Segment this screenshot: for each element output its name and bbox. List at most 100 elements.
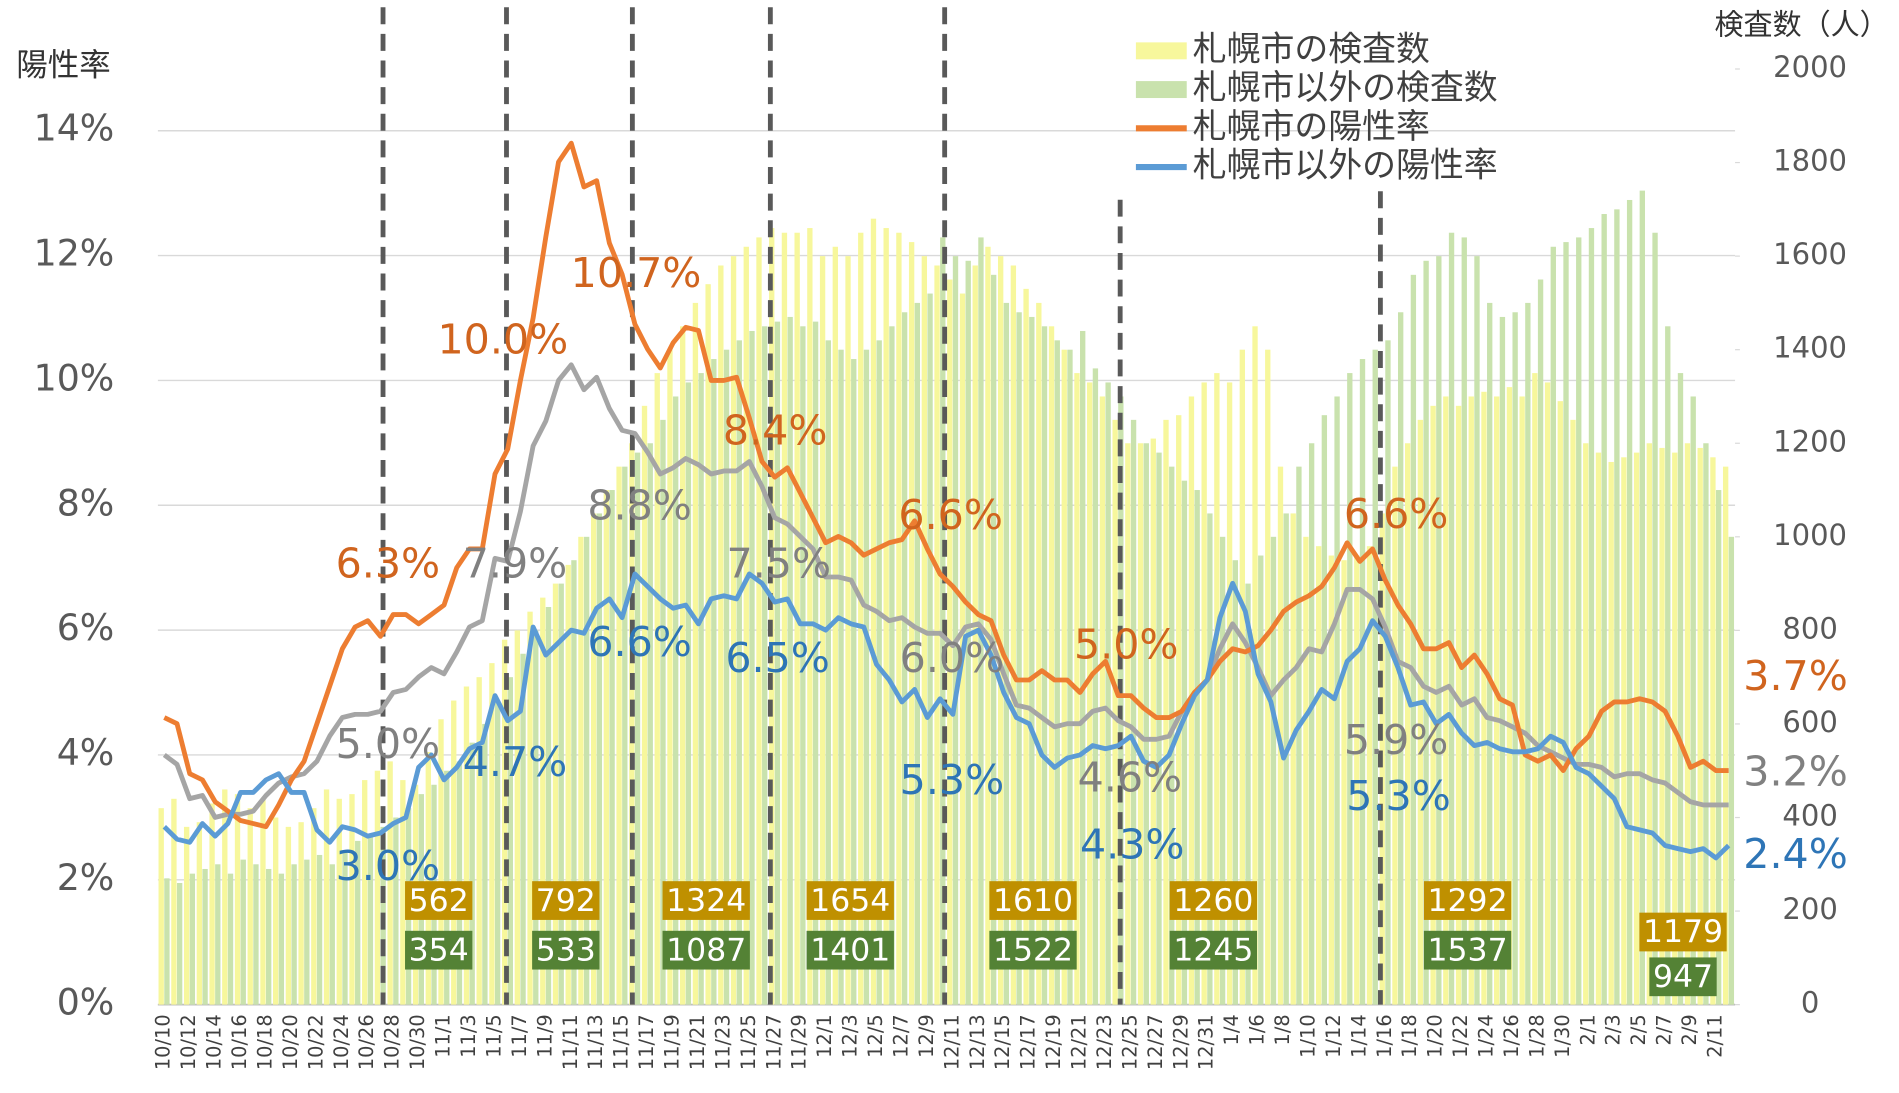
x-tick-label: 12/13	[966, 1014, 989, 1070]
bar	[202, 868, 208, 1005]
bar	[616, 466, 622, 1005]
data-label: 8.8%	[587, 481, 692, 529]
bar	[705, 284, 711, 1005]
weekly-tests-box	[1639, 912, 1727, 952]
bar	[1270, 536, 1277, 1005]
y2-tick-label: 400	[1782, 799, 1837, 833]
legend-label: 札幌市の陽性率	[1193, 107, 1430, 146]
y2-axis-title: 検査数（人）	[1715, 8, 1889, 42]
bar	[927, 293, 933, 1005]
x-tick-label: 1/30	[1551, 1014, 1574, 1057]
x-tick-label: 11/9	[533, 1014, 556, 1057]
bar	[1010, 265, 1017, 1005]
bar	[1710, 457, 1716, 1005]
bar	[1443, 396, 1449, 1005]
bar	[972, 265, 978, 1005]
bar	[1181, 480, 1188, 1005]
x-tick-label: 1/14	[1347, 1014, 1370, 1057]
bar	[1201, 382, 1207, 1005]
bar	[1137, 443, 1144, 1005]
bar	[1041, 326, 1048, 1005]
weekly-tests-label: 1260	[1173, 883, 1253, 919]
bar	[336, 798, 342, 1005]
x-tick-label: 1/22	[1449, 1014, 1472, 1057]
x-tick-label: 12/19	[1042, 1014, 1065, 1070]
x-tick-label: 10/30	[406, 1014, 429, 1070]
y2-tick-label: 0	[1801, 986, 1819, 1020]
bar	[711, 359, 717, 1005]
bar	[634, 452, 641, 1005]
bar	[1366, 546, 1373, 1005]
bar	[914, 302, 921, 1005]
x-tick-label: 2/3	[1602, 1014, 1625, 1045]
bar	[1583, 443, 1589, 1005]
bar	[1494, 396, 1500, 1005]
x-tick-label: 12/7	[889, 1014, 912, 1057]
x-tick-label: 2/7	[1653, 1014, 1676, 1045]
bar	[1621, 457, 1627, 1005]
x-tick-label: 10/26	[355, 1014, 378, 1070]
data-label: 6.0%	[900, 634, 1005, 682]
data-label: 3.2%	[1743, 748, 1848, 796]
bar	[762, 326, 768, 1005]
bar	[985, 246, 991, 1005]
bar	[1112, 419, 1118, 1005]
bar	[374, 770, 381, 1005]
bar	[469, 742, 475, 1005]
bar	[978, 237, 984, 1005]
weekly-tests-label: 1087	[666, 932, 746, 968]
bar	[1398, 312, 1404, 1005]
bar	[1665, 326, 1671, 1005]
bar	[215, 864, 221, 1005]
weekly-tests-box	[1423, 881, 1512, 920]
bar	[1690, 396, 1696, 1005]
bar	[1448, 232, 1455, 1005]
x-tick-label: 10/20	[279, 1014, 302, 1070]
y2-tick-label: 1200	[1773, 424, 1847, 458]
bar	[901, 312, 908, 1005]
legend-label: 札幌市の検査数	[1193, 29, 1430, 68]
bar	[1283, 513, 1289, 1005]
bar	[1354, 555, 1360, 1005]
data-label: 5.9%	[1344, 716, 1449, 764]
bar	[1265, 349, 1271, 1005]
bar	[1417, 419, 1424, 1005]
bar	[1303, 536, 1309, 1005]
y-tick-label: 6%	[57, 606, 115, 649]
bar	[1626, 199, 1633, 1005]
bar	[730, 256, 737, 1005]
bar	[176, 883, 183, 1005]
bar	[234, 794, 241, 1005]
y2-tick-label: 800	[1782, 611, 1837, 645]
data-label: 7.5%	[727, 539, 832, 587]
y-tick-label: 10%	[34, 356, 115, 399]
bar	[1067, 349, 1073, 1005]
weekly-tests-box	[806, 930, 894, 970]
bar	[171, 798, 177, 1005]
weekly-tests-label: 1654	[810, 883, 890, 919]
x-tick-label: 12/15	[991, 1014, 1014, 1070]
x-tick-label: 1/8	[1271, 1014, 1294, 1045]
bar	[1722, 466, 1729, 1005]
data-label: 6.5%	[725, 634, 830, 682]
x-tick-label: 12/31	[1195, 1014, 1218, 1070]
bar	[1659, 447, 1665, 1005]
bar	[1258, 555, 1264, 1005]
line	[162, 571, 1731, 861]
y2-tick-label: 200	[1782, 892, 1837, 926]
bar	[1359, 359, 1366, 1005]
bar	[578, 536, 584, 1005]
bar	[1544, 382, 1551, 1005]
y2-tick-label: 600	[1782, 705, 1837, 739]
bar	[451, 700, 457, 1005]
y2-tick-label: 1800	[1773, 144, 1847, 178]
bar	[1150, 438, 1156, 1005]
bar	[1639, 190, 1646, 1005]
line	[162, 362, 1729, 820]
bar	[654, 373, 660, 1005]
x-tick-label: 10/24	[330, 1014, 353, 1070]
bar	[240, 859, 246, 1005]
bar	[272, 817, 279, 1005]
x-tick-label: 1/28	[1525, 1014, 1548, 1057]
